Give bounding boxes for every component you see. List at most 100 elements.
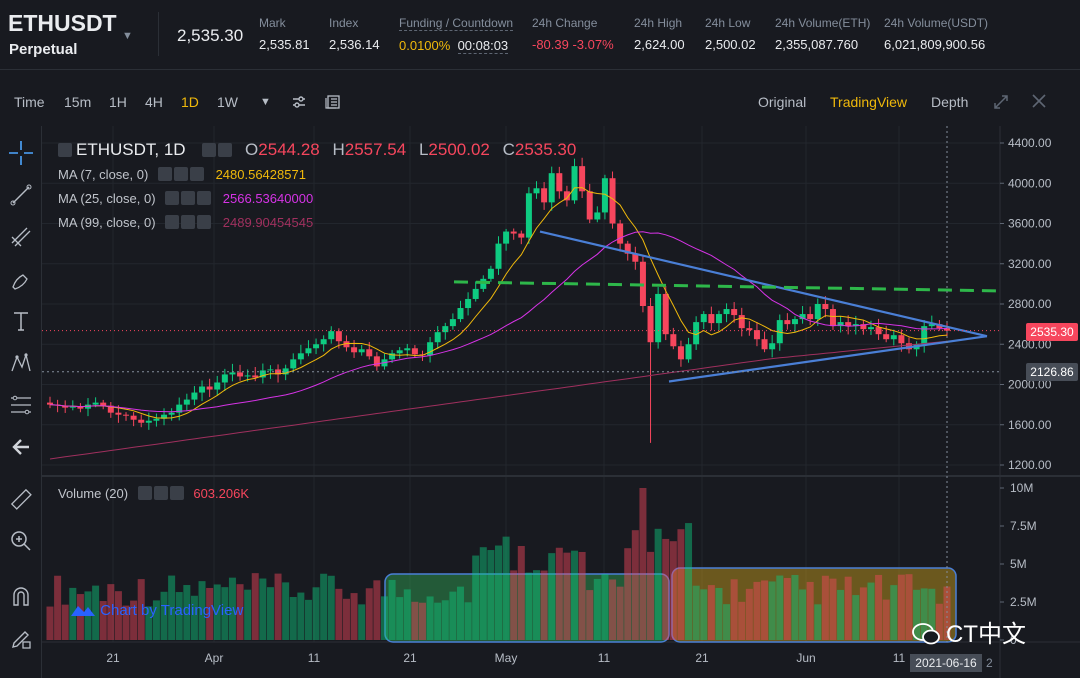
zoom-in-icon[interactable] bbox=[6, 526, 36, 556]
gear-icon[interactable] bbox=[181, 191, 196, 205]
price-axis-label: 1600.00 bbox=[1008, 418, 1052, 432]
ma25-legend: MA (25, close, 0) 2566.53640000 bbox=[58, 191, 313, 206]
candle-body bbox=[761, 339, 768, 350]
eye-icon[interactable] bbox=[165, 215, 180, 229]
gear-icon[interactable] bbox=[153, 486, 168, 500]
volume-value: 603.206K bbox=[193, 486, 250, 501]
crosshair-icon[interactable] bbox=[6, 138, 36, 168]
candle-body bbox=[769, 343, 776, 350]
candle-body bbox=[845, 322, 852, 327]
candle-body bbox=[594, 212, 601, 220]
trendline-icon[interactable] bbox=[6, 180, 36, 210]
contract-type[interactable]: Perpetual bbox=[9, 41, 78, 58]
pitchfork-icon[interactable] bbox=[6, 222, 36, 252]
stat-mark: Mark 2,535.81 bbox=[259, 16, 310, 52]
volume-bar bbox=[571, 550, 579, 640]
volume-bar bbox=[411, 601, 419, 640]
drawing-tools-panel bbox=[0, 126, 42, 678]
candle-body bbox=[693, 322, 700, 345]
candle-body bbox=[495, 243, 502, 269]
text-tool-icon[interactable] bbox=[6, 306, 36, 336]
chart-by-label: Chart by TradingView bbox=[100, 602, 244, 619]
stat-value: 2,500.02 bbox=[705, 37, 756, 52]
symbol-name[interactable]: ETHUSDT bbox=[8, 10, 117, 36]
close-icon[interactable] bbox=[169, 486, 184, 500]
gear-icon[interactable] bbox=[181, 215, 196, 229]
interval-time[interactable]: Time bbox=[14, 94, 45, 110]
magnet-icon[interactable] bbox=[6, 582, 36, 612]
eye-icon[interactable] bbox=[157, 167, 172, 181]
candle-body bbox=[944, 328, 950, 331]
stat-label: 24h Change bbox=[532, 16, 598, 30]
stat-label: Mark bbox=[259, 16, 286, 30]
pattern-tool-icon[interactable] bbox=[6, 348, 36, 378]
volume-bar bbox=[799, 589, 807, 640]
candle-body bbox=[837, 322, 844, 327]
ma99-line bbox=[49, 340, 948, 460]
candle-body bbox=[556, 173, 563, 192]
volume-bar bbox=[198, 581, 206, 640]
candle-body bbox=[358, 349, 365, 353]
candle-body bbox=[609, 178, 616, 224]
close-icon[interactable] bbox=[197, 191, 212, 205]
symbol-dropdown-icon[interactable]: ▼ bbox=[122, 30, 133, 42]
ruler-icon[interactable] bbox=[6, 484, 36, 514]
close-icon[interactable] bbox=[1031, 93, 1047, 112]
candle-body bbox=[738, 315, 745, 329]
indicator-settings-icon[interactable] bbox=[291, 94, 307, 113]
price-axis-label: 3600.00 bbox=[1008, 217, 1052, 231]
chart-canvas[interactable]: 4400.004000.003600.003200.002800.002400.… bbox=[42, 126, 1080, 678]
view-original[interactable]: Original bbox=[758, 94, 807, 110]
interval-1d[interactable]: 1D bbox=[181, 94, 199, 110]
interval-15m[interactable]: 15m bbox=[64, 94, 92, 110]
resistance-line bbox=[453, 280, 1001, 293]
candle-body bbox=[563, 191, 570, 201]
volume-bar bbox=[920, 588, 928, 640]
eye-icon[interactable] bbox=[202, 143, 217, 157]
close-icon[interactable] bbox=[189, 167, 204, 181]
volume-bar bbox=[616, 586, 624, 640]
interval-1w[interactable]: 1W bbox=[217, 94, 238, 110]
gear-icon[interactable] bbox=[173, 167, 188, 181]
interval-1h[interactable]: 1H bbox=[109, 94, 127, 110]
arrow-back-icon[interactable] bbox=[6, 432, 36, 462]
close-icon[interactable] bbox=[197, 215, 212, 229]
volume-bar bbox=[145, 606, 153, 640]
volume-bar bbox=[753, 581, 761, 640]
volume-bar bbox=[875, 574, 883, 640]
tradingview-logo[interactable]: Chart by TradingView bbox=[70, 602, 243, 619]
interval-4h[interactable]: 4H bbox=[145, 94, 163, 110]
view-depth[interactable]: Depth bbox=[931, 94, 969, 110]
candle-body bbox=[776, 320, 783, 344]
collapse-legend-icon[interactable] bbox=[58, 143, 72, 157]
legend-high: 2557.54 bbox=[344, 140, 407, 159]
candle-body bbox=[921, 326, 928, 345]
gear-icon[interactable] bbox=[218, 143, 233, 157]
candle-body bbox=[617, 223, 624, 244]
candle-body bbox=[313, 344, 320, 349]
expand-icon[interactable] bbox=[992, 93, 1010, 114]
volume-bar bbox=[495, 545, 502, 640]
tradingview-chart[interactable]: 4400.00 4000.00 3600.00 3200.00 2800.00 2400.… bbox=[42, 126, 1080, 678]
more-intervals-icon[interactable]: ▼ bbox=[260, 96, 271, 108]
candle-body bbox=[267, 369, 274, 371]
volume-bar bbox=[897, 574, 905, 640]
lock-drawing-icon[interactable] bbox=[6, 624, 36, 654]
eye-icon[interactable] bbox=[137, 486, 152, 500]
candle-body bbox=[731, 309, 738, 316]
view-tradingview[interactable]: TradingView bbox=[830, 94, 908, 110]
chart-data-icon[interactable] bbox=[325, 94, 341, 113]
stat-label[interactable]: Funding / Countdown bbox=[399, 16, 514, 31]
candle-body bbox=[290, 359, 297, 369]
candle-body bbox=[814, 304, 821, 320]
volume-bar bbox=[928, 588, 936, 640]
ma99-legend: MA (99, close, 0) 2489.90454545 bbox=[58, 215, 313, 230]
volume-bar bbox=[61, 604, 69, 640]
volume-bar bbox=[540, 570, 548, 640]
volume-bar bbox=[388, 579, 396, 640]
candle-body bbox=[822, 304, 829, 310]
eye-icon[interactable] bbox=[165, 191, 180, 205]
stat-value: 2,535.81 bbox=[259, 37, 310, 52]
fib-retracement-icon[interactable] bbox=[6, 390, 36, 420]
brush-icon[interactable] bbox=[6, 264, 36, 294]
